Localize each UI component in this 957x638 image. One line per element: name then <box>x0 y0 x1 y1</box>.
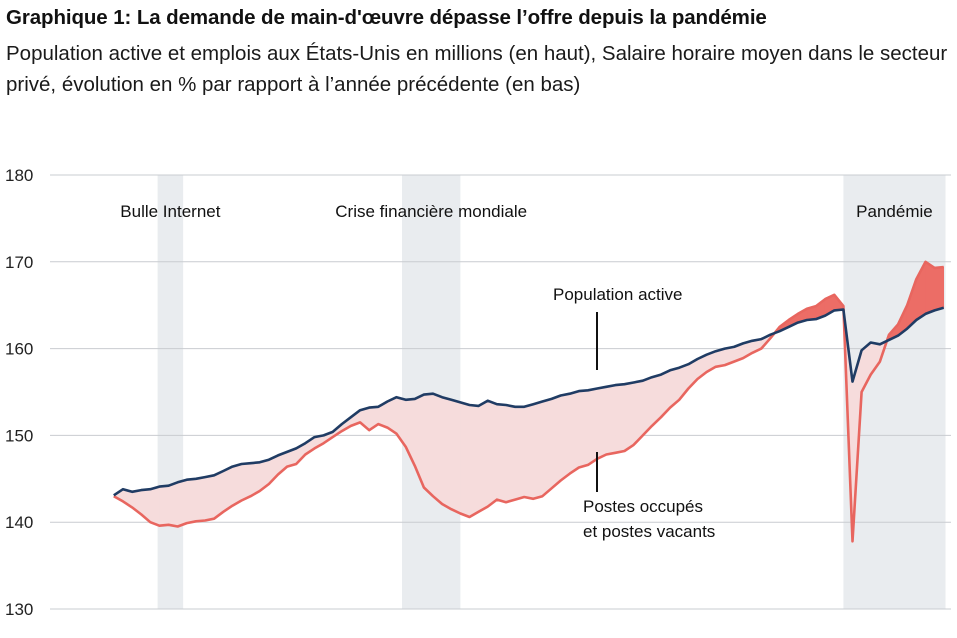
y-tick-labels: 130 140 150 160 170 180 <box>5 166 33 619</box>
y-tick-180: 180 <box>5 166 33 185</box>
y-tick-170: 170 <box>5 253 33 272</box>
gap-area-segment <box>223 466 233 513</box>
gap-area-segment <box>432 393 443 505</box>
gap-area-segment <box>423 393 434 497</box>
gap-area-segment <box>505 404 516 503</box>
gap-area-segment <box>469 404 479 518</box>
y-tick-140: 140 <box>5 513 33 532</box>
gap-area-segment <box>232 463 242 507</box>
labor-force-label: Population active <box>553 285 682 304</box>
gap-area-segment <box>551 395 562 489</box>
chart-title: Graphique 1: La demande de main-d'œuvre … <box>6 6 767 29</box>
gap-area-segment <box>204 474 215 521</box>
series-line-jobs <box>113 260 944 543</box>
shortage-area-segment <box>934 266 945 311</box>
gap-area-segment <box>168 481 178 527</box>
gap-area-segment <box>177 479 188 527</box>
gap-area-segment <box>460 402 470 518</box>
annotations: Population active Postes occupés et post… <box>553 285 715 541</box>
gap-area-segment <box>560 393 571 482</box>
gap-area-segment <box>624 382 634 452</box>
gap-area-segment <box>195 476 206 522</box>
gap-area-segment <box>441 396 452 510</box>
gap-area-segment <box>532 401 543 500</box>
gap-area-segment <box>496 403 507 503</box>
shortage-area-segment <box>925 261 935 315</box>
series-line-labor-force <box>113 306 945 497</box>
gap-area-segment <box>478 400 489 513</box>
gap-area-segment <box>186 478 197 524</box>
recession-label-1: Crise financière mondiale <box>335 202 527 221</box>
series-lines <box>113 260 945 543</box>
y-tick-130: 130 <box>5 600 33 619</box>
gap-area-segment <box>605 384 616 455</box>
gap-area-segment <box>587 388 598 466</box>
gap-area-segment <box>450 399 461 514</box>
recession-band-0 <box>157 175 184 609</box>
gap-area-segment <box>569 390 580 475</box>
gap-area-segment <box>578 389 589 468</box>
gridlines <box>50 174 951 610</box>
jobs-label-line1: Postes occupés <box>583 497 703 516</box>
gap-area-segment <box>596 386 607 460</box>
gap-area-segment <box>150 486 160 527</box>
y-tick-160: 160 <box>5 340 33 359</box>
gap-area-segment <box>523 403 534 500</box>
gap-area-segment <box>487 400 498 508</box>
gap-area-segment <box>542 398 552 497</box>
y-tick-150: 150 <box>5 426 33 445</box>
gap-fills <box>113 261 945 542</box>
recession-bands: Bulle Internet Crise financière mondiale P… <box>120 175 946 609</box>
recession-band-1 <box>402 175 461 609</box>
gap-area-segment <box>615 383 625 454</box>
gap-area-segment <box>514 406 525 500</box>
jobs-label-line2: et postes vacants <box>583 522 715 541</box>
recession-label-0: Bulle Internet <box>120 202 220 221</box>
recession-label-2: Pandémie <box>856 202 933 221</box>
gap-area-segment <box>241 462 251 501</box>
chart-subtitle: Population active et emplois aux États-U… <box>6 42 948 96</box>
gap-area-segment <box>159 485 169 527</box>
